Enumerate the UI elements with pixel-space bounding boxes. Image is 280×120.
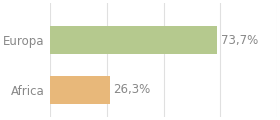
Text: 26,3%: 26,3% <box>113 83 150 96</box>
Bar <box>50 26 217 54</box>
Bar <box>50 76 110 104</box>
Text: 73,7%: 73,7% <box>221 34 258 47</box>
